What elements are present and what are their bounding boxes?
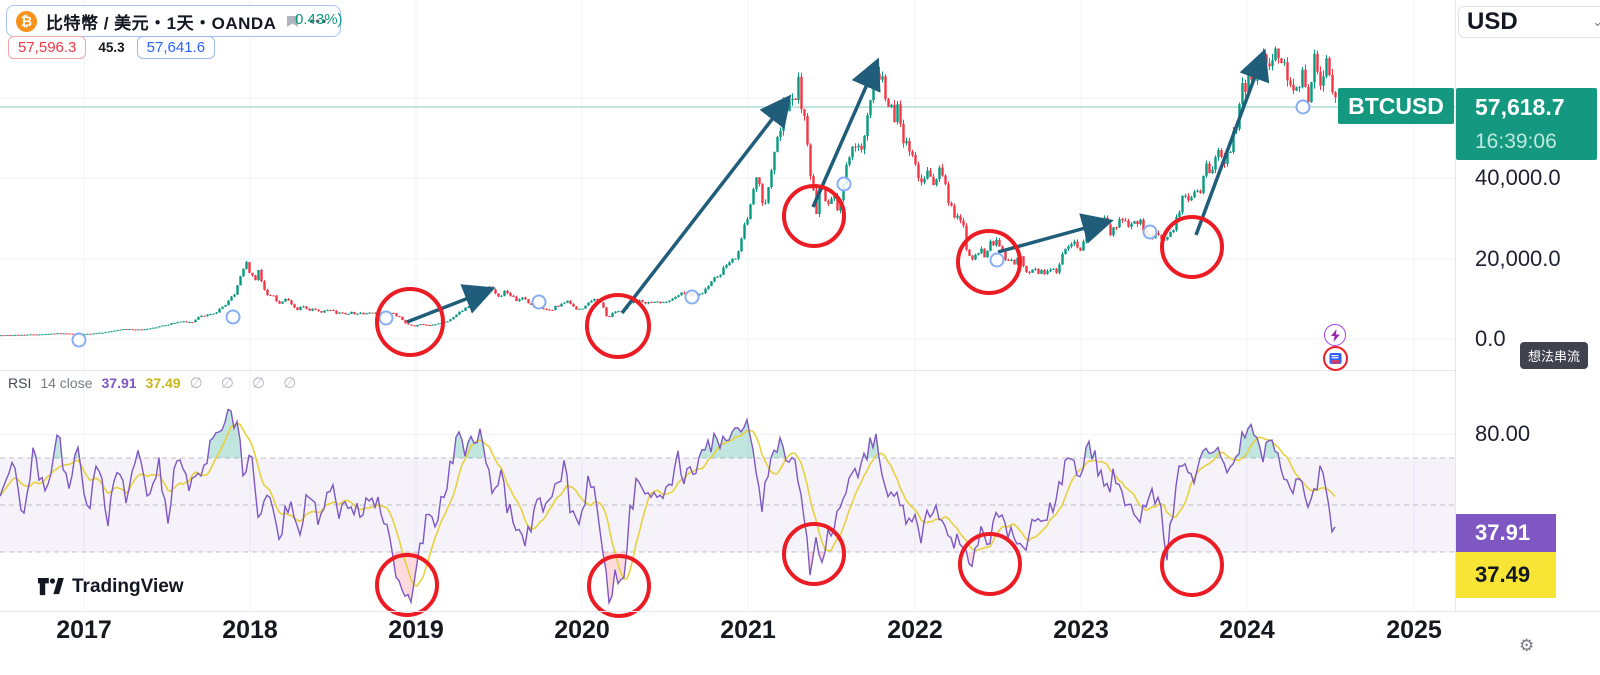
tradingview-logo-text: TradingView <box>72 576 184 597</box>
time-axis-year-label: 2019 <box>388 616 444 644</box>
rsi-params: 14 close <box>40 375 93 391</box>
quick-trade-button[interactable] <box>1324 324 1346 346</box>
price-axis-label: 40,000.0 <box>1475 165 1561 190</box>
flag-symbol-icon[interactable] <box>285 14 300 29</box>
time-axis-year-label: 2024 <box>1219 616 1275 644</box>
spread-value: 45.3 <box>98 40 125 55</box>
pane-separator-main-rsi[interactable] <box>0 370 1455 371</box>
ideas-stream-icon <box>1329 353 1342 364</box>
symbol-price-tag[interactable]: BTCUSD <box>1338 88 1454 124</box>
rsi-signal-badge: 37.49 <box>1456 552 1556 598</box>
price-axis-label: 20,000.0 <box>1475 246 1561 271</box>
currency-label: USD <box>1467 8 1518 35</box>
tradingview-logo-mark <box>38 577 64 595</box>
rsi-axis-label: 80.00 <box>1475 421 1531 446</box>
time-axis-year-label: 2020 <box>554 616 610 644</box>
lightning-icon <box>1330 328 1340 342</box>
rsi-value-main: 37.91 <box>101 375 137 391</box>
axis-settings-gear-icon[interactable]: ⚙ <box>1519 636 1535 655</box>
ideas-stream-button[interactable] <box>1323 346 1348 371</box>
price-axis-label: 0.0 <box>1475 326 1506 351</box>
rsi-title[interactable]: RSI <box>8 375 32 391</box>
time-axis-year-label: 2022 <box>887 616 943 644</box>
last-price-value: 57,618.7 <box>1475 94 1565 120</box>
time-axis-year-label: 2017 <box>56 616 112 644</box>
bitcoin-icon: ₿ <box>16 10 37 32</box>
bid-price[interactable]: 57,596.3 <box>8 36 87 59</box>
quote-row: 57,596.3 45.3 57,641.6 <box>8 36 216 59</box>
annotation-circles <box>375 184 1224 618</box>
gridlines <box>0 0 1455 610</box>
time-axis-year-label: 2021 <box>720 616 776 644</box>
time-axis-year-label: 2023 <box>1053 616 1109 644</box>
rsi-empty-values: ∅ ∅ ∅ ∅ <box>189 375 304 392</box>
symbol-title[interactable]: 比特幣 / 美元・1天・OANDA <box>46 13 277 33</box>
chevron-down-icon: ⌄ <box>1592 14 1600 29</box>
bar-countdown-timer: 16:39:06 <box>1475 130 1557 153</box>
rsi-main-badge: 37.91 <box>1456 514 1556 552</box>
rsi-indicator-header[interactable]: RSI 14 close 37.91 37.49 ∅ ∅ ∅ ∅ <box>8 374 303 392</box>
time-axis-year-label: 2018 <box>222 616 278 644</box>
time-axis-year-label: 2025 <box>1386 616 1442 644</box>
tradingview-logo[interactable]: TradingView <box>38 576 184 598</box>
ideas-stream-tooltip: 想法串流 <box>1520 342 1589 369</box>
more-options-icon[interactable]: ••• <box>309 14 329 28</box>
rsi-value-signal: 37.49 <box>145 375 181 391</box>
price-axis-separator[interactable] <box>1455 0 1456 611</box>
pane-separator-rsi-timeaxis <box>0 611 1600 612</box>
ask-price[interactable]: 57,641.6 <box>136 36 216 59</box>
price-change-percent: 0.43%) <box>295 11 343 28</box>
last-price-badge[interactable]: 57,618.7 16:39:06 <box>1456 88 1597 160</box>
drawing-anchor-markers <box>71 99 1311 348</box>
candlestick-series <box>0 46 1337 337</box>
trend-arrows <box>406 48 1270 324</box>
currency-selector[interactable]: USD ⌄ <box>1458 6 1600 38</box>
rsi-main-line <box>0 408 1336 606</box>
symbol-search-box[interactable]: ₿ 比特幣 / 美元・1天・OANDA ••• <box>6 5 342 37</box>
